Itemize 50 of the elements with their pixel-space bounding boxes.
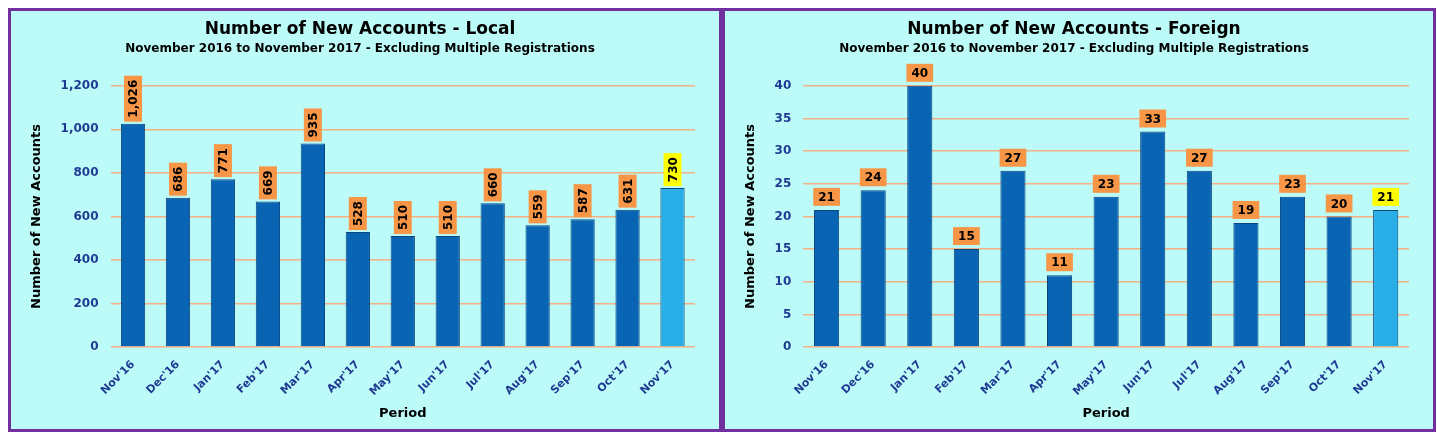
- y-tick-label: 600: [73, 208, 99, 223]
- x-axis-title: Period: [1082, 404, 1130, 420]
- data-label: 40: [911, 65, 929, 80]
- chart-subtitle: November 2016 to November 2017 - Excluding Multiple Registrations: [839, 40, 1309, 55]
- data-label: 510: [395, 204, 410, 231]
- chart-title: Number of New Accounts - Foreign: [907, 17, 1241, 38]
- y-tick-label: 0: [782, 339, 792, 354]
- data-label: 19: [1237, 203, 1255, 218]
- data-label: 660: [485, 172, 500, 198]
- y-tick-label: 15: [774, 241, 792, 256]
- data-label: 11: [1051, 255, 1068, 270]
- y-tick-label: 200: [73, 295, 99, 310]
- y-tick-label: 25: [774, 175, 792, 190]
- data-label: 27: [1004, 150, 1022, 165]
- chart-title: Number of New Accounts - Local: [204, 17, 516, 38]
- y-axis-title: Number of New Accounts: [742, 123, 758, 309]
- data-label: 33: [1144, 111, 1162, 126]
- y-tick-label: 35: [774, 110, 792, 125]
- data-label: 559: [530, 194, 545, 220]
- data-label: 510: [440, 204, 455, 231]
- data-label: 27: [1190, 150, 1208, 165]
- y-tick-label: 1,200: [60, 77, 99, 92]
- y-tick-label: 10: [774, 273, 792, 288]
- x-axis-title: Period: [379, 404, 427, 420]
- chart-subtitle: November 2016 to November 2017 - Excluding Multiple Registrations: [125, 40, 595, 55]
- data-label: 587: [575, 188, 590, 214]
- data-label: 771: [216, 148, 231, 174]
- y-tick-label: 0: [90, 339, 99, 354]
- data-label: 23: [1097, 176, 1115, 191]
- data-label: 730: [665, 157, 680, 183]
- y-axis-title: Number of New Accounts: [28, 123, 44, 309]
- y-tick-label: 400: [73, 252, 99, 267]
- data-label: 1,026: [126, 79, 141, 118]
- data-label: 935: [305, 112, 320, 138]
- data-label: 669: [261, 170, 276, 196]
- data-label: 15: [958, 229, 975, 244]
- data-label: 686: [171, 166, 186, 192]
- data-label: 24: [864, 170, 882, 185]
- data-label: 20: [1330, 196, 1348, 211]
- data-label: 23: [1284, 176, 1301, 191]
- y-tick-label: 30: [774, 143, 792, 158]
- y-tick-label: 20: [774, 208, 792, 223]
- data-label: 631: [620, 178, 635, 204]
- data-label: 21: [1377, 190, 1395, 205]
- data-label: 21: [818, 190, 835, 205]
- y-tick-label: 40: [774, 77, 792, 92]
- data-label: 528: [350, 201, 365, 227]
- y-tick-label: 1,000: [60, 121, 99, 136]
- y-tick-label: 800: [73, 165, 99, 180]
- y-tick-label: 5: [782, 306, 792, 321]
